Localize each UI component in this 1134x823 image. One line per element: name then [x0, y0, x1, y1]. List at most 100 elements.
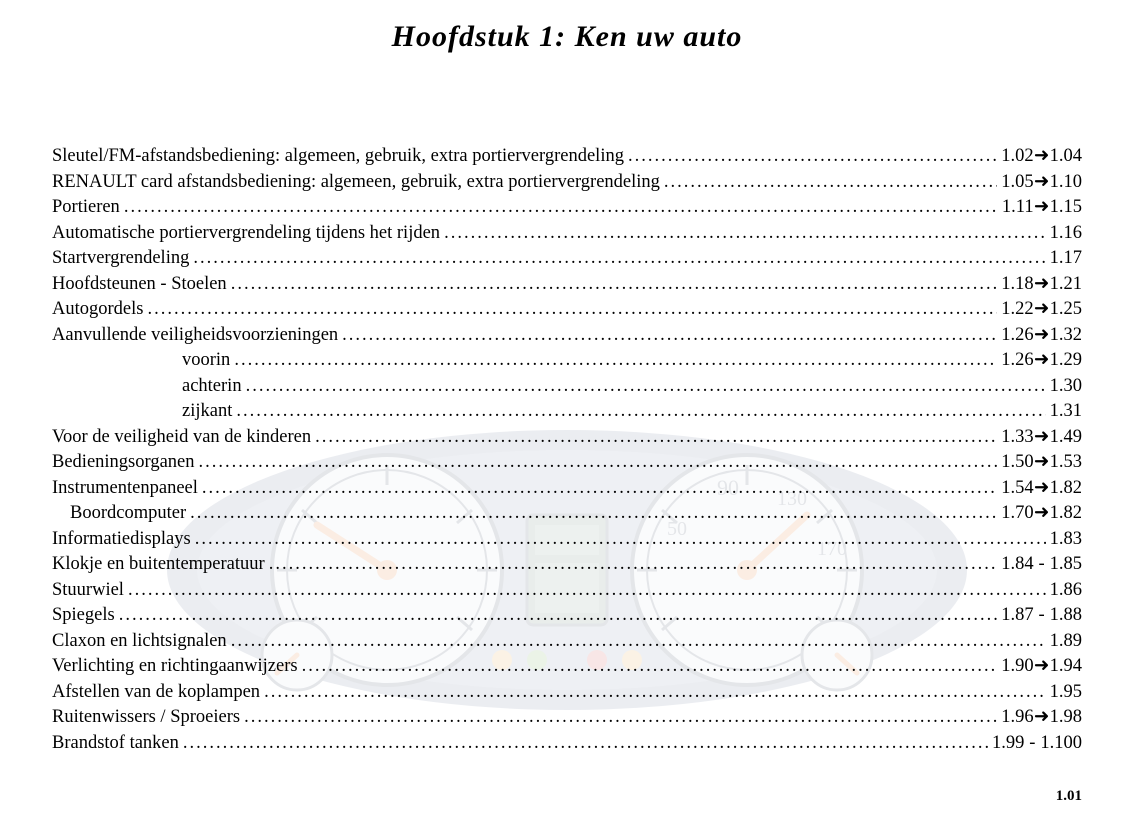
toc-page-ref: 1.02 ➜ 1.04 — [1001, 144, 1082, 170]
toc-label: Instrumentenpaneel — [52, 476, 198, 502]
toc-page-to: 1.94 — [1050, 656, 1082, 676]
toc-page-from: 1.26 — [1001, 325, 1033, 345]
toc-page-ref: 1.22 ➜ 1.25 — [1001, 297, 1082, 323]
arrow-icon: ➜ — [1034, 450, 1050, 476]
toc-page-to: 1.04 — [1050, 146, 1082, 166]
toc-leader-dots — [193, 246, 1045, 272]
toc-row: Instrumentenpaneel 1.54 ➜ 1.82 — [52, 476, 1082, 502]
toc-leader-dots — [195, 527, 1046, 553]
toc-page-from: 1.18 — [1001, 274, 1033, 294]
toc-row: Voor de veiligheid van de kinderen1.33 ➜… — [52, 425, 1082, 451]
toc-leader-dots — [231, 629, 1046, 655]
toc-label: Verlichting en richtingaanwijzers — [52, 654, 298, 680]
toc-page-ref: 1.84 - 1.85 — [1001, 552, 1082, 578]
page: 90 130 170 50 Hoofdstuk 1: Ken uw auto S… — [0, 0, 1134, 823]
toc-page-to: 1.25 — [1050, 299, 1082, 319]
toc-label: Afstellen van de koplampen — [52, 680, 260, 706]
toc-page-ref: 1.18 ➜ 1.21 — [1001, 272, 1082, 298]
toc-label: Portieren — [52, 195, 120, 221]
toc-page-from: 1.84 — [1001, 554, 1033, 574]
page-number: 1.01 — [1056, 788, 1082, 805]
toc-label: zijkant — [52, 399, 232, 425]
toc-page-to: 1.82 — [1050, 503, 1082, 523]
toc-page-ref: 1.96 ➜ 1.98 — [1001, 705, 1082, 731]
toc-page-ref: 1.31 — [1050, 399, 1082, 425]
toc-leader-dots — [183, 731, 988, 757]
toc-row: Ruitenwissers / Sproeiers 1.96 ➜ 1.98 — [52, 705, 1082, 731]
toc-leader-dots — [199, 450, 998, 476]
toc-leader-dots — [128, 578, 1046, 604]
toc-page-ref: 1.30 — [1050, 374, 1082, 400]
toc-row: Boordcomputer1.70 ➜ 1.82 — [52, 501, 1082, 527]
toc-leader-dots — [269, 552, 998, 578]
toc-page-from: 1.54 — [1001, 478, 1033, 498]
toc-page-ref: 1.99 - 1.100 — [992, 731, 1082, 757]
toc-row: Bedieningsorganen 1.50 ➜ 1.53 — [52, 450, 1082, 476]
toc-row: Informatiedisplays 1.83 — [52, 527, 1082, 553]
toc-page-from: 1.96 — [1001, 707, 1033, 727]
toc-page-to: 1.32 — [1050, 325, 1082, 345]
toc-row: Brandstof tanken1.99 - 1.100 — [52, 731, 1082, 757]
toc-row: Portieren 1.11 ➜ 1.15 — [52, 195, 1082, 221]
toc-page-ref: 1.05 ➜ 1.10 — [1001, 170, 1082, 196]
toc-row: Claxon en lichtsignalen 1.89 — [52, 629, 1082, 655]
toc-label: Bedieningsorganen — [52, 450, 195, 476]
content-area: Hoofdstuk 1: Ken uw auto Sleutel/FM-afst… — [52, 20, 1082, 756]
toc-page-to: 1.21 — [1050, 274, 1082, 294]
dash-separator: - — [1034, 552, 1050, 578]
toc-leader-dots — [664, 170, 997, 196]
toc-page-from: 1.99 — [992, 733, 1024, 753]
toc-leader-dots — [444, 221, 1046, 247]
toc-page-to: 1.88 — [1050, 605, 1082, 625]
arrow-icon: ➜ — [1034, 272, 1050, 298]
toc-leader-dots — [264, 680, 1046, 706]
toc-label: Automatische portiervergrendeling tijden… — [52, 221, 440, 247]
toc-leader-dots — [315, 425, 997, 451]
toc-label: Autogordels — [52, 297, 143, 323]
arrow-icon: ➜ — [1034, 501, 1050, 527]
toc-page-ref: 1.11 ➜ 1.15 — [1002, 195, 1082, 221]
toc-page-to: 1.15 — [1050, 197, 1082, 217]
arrow-icon: ➜ — [1034, 195, 1050, 221]
toc-page-from: 1.22 — [1001, 299, 1033, 319]
toc-page-ref: 1.90 ➜ 1.94 — [1001, 654, 1082, 680]
toc-page-ref: 1.26 ➜ 1.29 — [1001, 348, 1082, 374]
toc-row: Verlichting en richtingaanwijzers 1.90 ➜ … — [52, 654, 1082, 680]
toc-page-to: 1.53 — [1050, 452, 1082, 472]
toc-page-to: 1.10 — [1050, 172, 1082, 192]
toc-page-from: 1.05 — [1001, 172, 1033, 192]
toc-row: Hoofdsteunen - Stoelen1.18 ➜ 1.21 — [52, 272, 1082, 298]
toc-leader-dots — [628, 144, 997, 170]
toc-leader-dots — [124, 195, 998, 221]
toc-row: Startvergrendeling 1.17 — [52, 246, 1082, 272]
toc-label: RENAULT card afstandsbediening: algemeen… — [52, 170, 660, 196]
toc-row: Klokje en buitentemperatuur1.84 - 1.85 — [52, 552, 1082, 578]
toc-page-from: 1.87 — [1001, 605, 1033, 625]
toc-label: achterin — [52, 374, 242, 400]
toc-leader-dots — [190, 501, 997, 527]
arrow-icon: ➜ — [1034, 348, 1050, 374]
toc-page-ref: 1.95 — [1050, 680, 1082, 706]
toc-page-from: 1.02 — [1001, 146, 1033, 166]
toc-leader-dots — [302, 654, 998, 680]
toc-page-from: 1.50 — [1001, 452, 1033, 472]
toc-label: Aanvullende veiligheidsvoorzieningen — [52, 323, 338, 349]
toc-page-ref: 1.33 ➜ 1.49 — [1001, 425, 1082, 451]
toc-page-from: 1.33 — [1001, 427, 1033, 447]
arrow-icon: ➜ — [1034, 297, 1050, 323]
toc-label: Ruitenwissers / Sproeiers — [52, 705, 240, 731]
toc-label: Claxon en lichtsignalen — [52, 629, 227, 655]
arrow-icon: ➜ — [1034, 476, 1050, 502]
toc-label: voorin — [52, 348, 230, 374]
toc-label: Informatiedisplays — [52, 527, 191, 553]
toc-page-ref: 1.16 — [1050, 221, 1082, 247]
toc-page-ref: 1.70 ➜ 1.82 — [1001, 501, 1082, 527]
toc-label: Stuurwiel — [52, 578, 124, 604]
toc-page-ref: 1.83 — [1050, 527, 1082, 553]
toc-page-ref: 1.54 ➜ 1.82 — [1001, 476, 1082, 502]
toc-row: voorin 1.26 ➜ 1.29 — [52, 348, 1082, 374]
toc-label: Sleutel/FM-afstandsbediening: algemeen, … — [52, 144, 624, 170]
toc-label: Startvergrendeling — [52, 246, 189, 272]
toc-page-to: 1.85 — [1050, 554, 1082, 574]
dash-separator: - — [1034, 603, 1050, 629]
